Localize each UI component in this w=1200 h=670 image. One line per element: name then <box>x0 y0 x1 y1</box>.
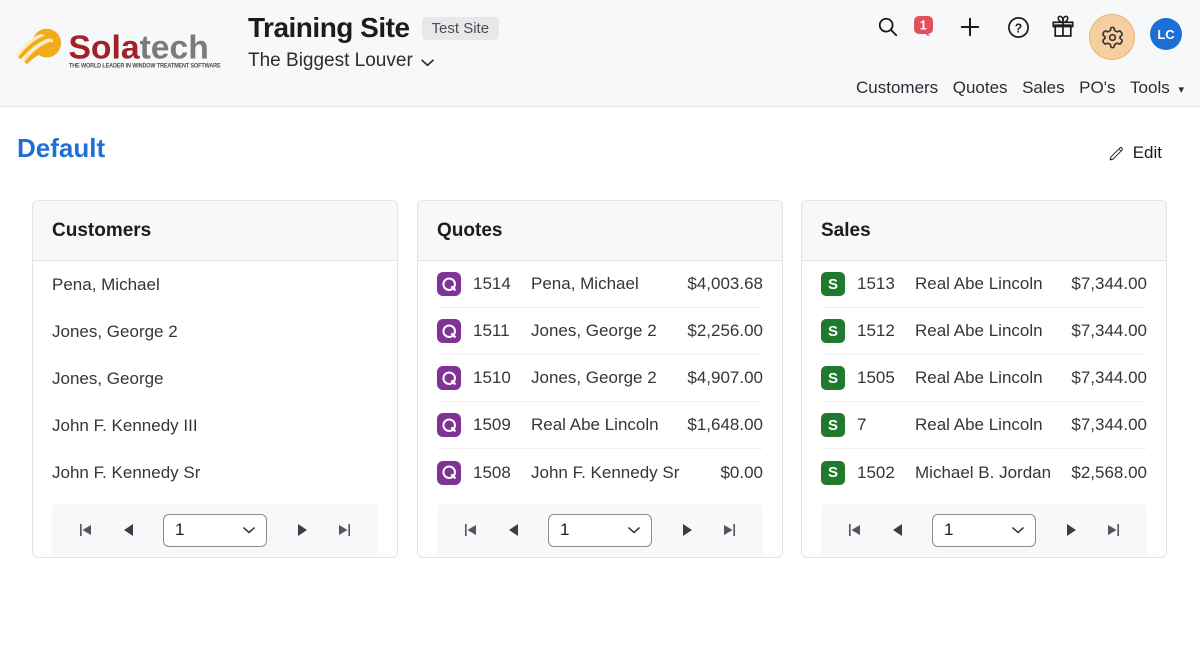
svg-text:THE WORLD LEADER IN WINDOW TRE: THE WORLD LEADER IN WINDOW TREATMENT SOF… <box>69 62 221 69</box>
svg-text:1: 1 <box>920 19 927 33</box>
svg-text:?: ? <box>1015 21 1023 35</box>
